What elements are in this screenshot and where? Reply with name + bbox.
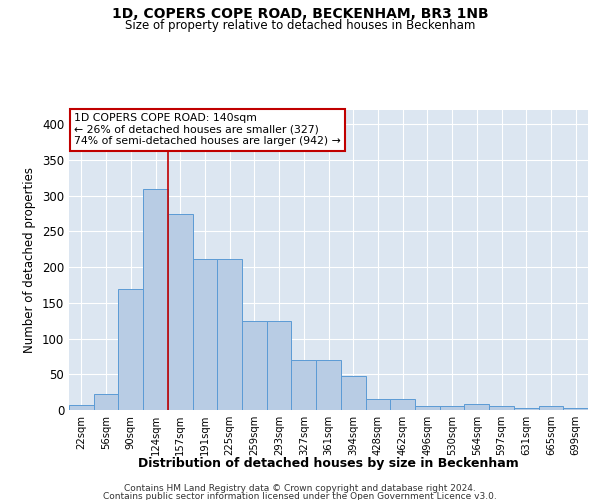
Text: 1D COPERS COPE ROAD: 140sqm
← 26% of detached houses are smaller (327)
74% of se: 1D COPERS COPE ROAD: 140sqm ← 26% of det… — [74, 113, 341, 146]
Bar — [94, 394, 118, 410]
Bar — [193, 258, 217, 410]
Y-axis label: Number of detached properties: Number of detached properties — [23, 167, 37, 353]
Bar — [365, 400, 390, 410]
Bar — [415, 406, 440, 410]
Text: Size of property relative to detached houses in Beckenham: Size of property relative to detached ho… — [125, 18, 475, 32]
Text: 1D, COPERS COPE ROAD, BECKENHAM, BR3 1NB: 1D, COPERS COPE ROAD, BECKENHAM, BR3 1NB — [112, 8, 488, 22]
Bar — [440, 406, 464, 410]
Text: Distribution of detached houses by size in Beckenham: Distribution of detached houses by size … — [139, 458, 519, 470]
Bar — [168, 214, 193, 410]
Bar — [143, 190, 168, 410]
Bar — [217, 258, 242, 410]
Bar — [341, 376, 365, 410]
Text: Contains public sector information licensed under the Open Government Licence v3: Contains public sector information licen… — [103, 492, 497, 500]
Bar — [514, 408, 539, 410]
Bar — [69, 405, 94, 410]
Bar — [464, 404, 489, 410]
Bar — [118, 288, 143, 410]
Bar — [242, 320, 267, 410]
Bar — [563, 408, 588, 410]
Bar — [390, 400, 415, 410]
Bar — [489, 406, 514, 410]
Bar — [316, 360, 341, 410]
Bar — [539, 406, 563, 410]
Bar — [267, 320, 292, 410]
Bar — [292, 360, 316, 410]
Text: Contains HM Land Registry data © Crown copyright and database right 2024.: Contains HM Land Registry data © Crown c… — [124, 484, 476, 493]
